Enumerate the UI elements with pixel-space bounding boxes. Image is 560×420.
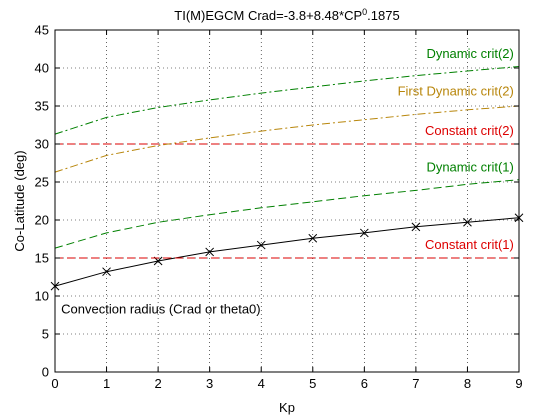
x-tick-label: 7	[412, 376, 419, 391]
series-group	[50, 66, 524, 291]
y-tick-label: 15	[35, 251, 49, 266]
series-line-convection-radius-crad-or-theta0	[54, 217, 520, 287]
series-annotation: Constant crit(2)	[425, 123, 514, 138]
series-line-dynamic-crit-2	[54, 66, 520, 135]
chart-title-suffix: .1875	[367, 8, 400, 23]
y-tick-label: 10	[35, 289, 49, 304]
y-tick-label: 30	[35, 137, 49, 152]
x-tick-label: 0	[51, 376, 58, 391]
x-tick-label: 1	[103, 376, 110, 391]
y-tick-label: 20	[35, 213, 49, 228]
data-point-marker	[359, 228, 369, 238]
plot-area	[55, 30, 519, 372]
y-tick-label: 0	[42, 365, 49, 380]
annotation-group: Dynamic crit(2) First Dynamic crit(2) Cons…	[61, 46, 514, 316]
data-point-marker	[256, 240, 266, 250]
series-annotation: First Dynamic crit(2)	[398, 83, 514, 98]
data-point-marker	[205, 247, 215, 257]
x-tick-label: 5	[309, 376, 316, 391]
series-annotation: Dynamic crit(1)	[426, 159, 513, 174]
data-point-marker	[102, 267, 111, 277]
series-annotation: Constant crit(1)	[425, 237, 514, 252]
y-tick-label: 40	[35, 61, 49, 76]
plot-frame	[54, 29, 520, 373]
chart-title: TI(M)EGCM Crad=-3.8+8.48*CP0.1875	[174, 7, 399, 23]
y-axis-label: Co-Latitude (deg)	[12, 150, 27, 251]
x-tick-label: 8	[464, 376, 471, 391]
chart-title-superscript: 0	[362, 7, 367, 17]
series-annotation: Convection radius (Crad or theta0)	[61, 301, 260, 316]
x-tick-label: 3	[206, 376, 213, 391]
series-annotation: Dynamic crit(2)	[426, 46, 513, 61]
chart-title-main: TI(M)EGCM Crad=-3.8+8.48*CP	[174, 8, 362, 23]
x-tick-label: 9	[515, 376, 522, 391]
data-point-marker	[308, 233, 318, 243]
y-tick-label: 35	[35, 99, 49, 114]
series-line-first-dynamic-crit-2	[54, 105, 520, 173]
x-tick-label: 4	[258, 376, 265, 391]
x-axis-label: Kp	[279, 400, 295, 415]
y-tick-label: 25	[35, 175, 49, 190]
y-tick-label: 45	[35, 23, 49, 38]
data-point-marker	[463, 217, 472, 227]
x-tick-label: 6	[361, 376, 368, 391]
x-tick-label: 2	[154, 376, 161, 391]
data-point-marker	[411, 222, 421, 232]
y-tick-label: 5	[42, 327, 49, 342]
